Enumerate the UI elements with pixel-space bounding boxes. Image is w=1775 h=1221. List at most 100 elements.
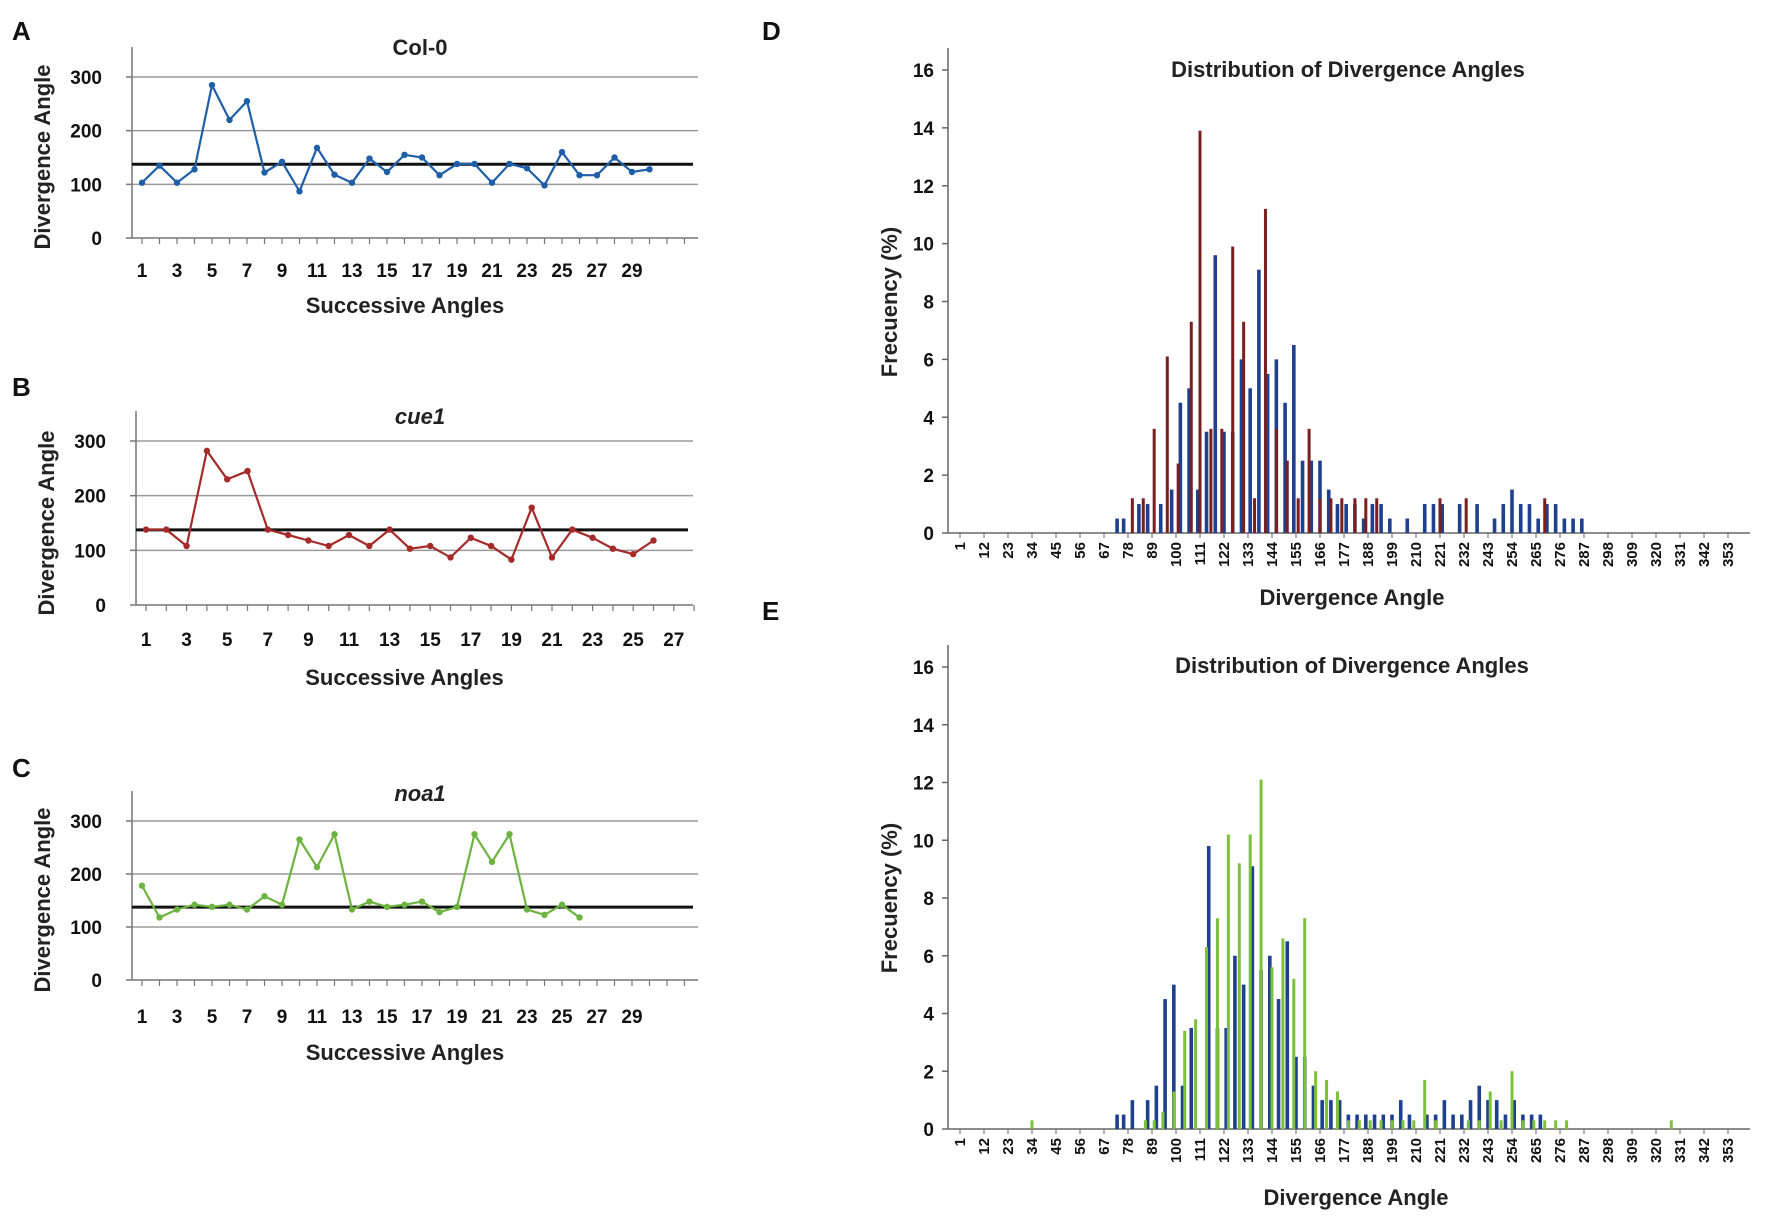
panel-c-xtick-label: 25	[551, 1007, 573, 1028]
panel-a-data-point	[226, 116, 233, 124]
panel-b-data-point	[447, 554, 454, 561]
panel-d-bar-col-0	[1326, 489, 1331, 533]
panel-e-bar-col-0	[1233, 955, 1237, 1129]
panel-a-x-axis-label: Successive Angles	[306, 293, 505, 318]
panel-c-xtick-label: 1	[137, 1007, 148, 1028]
panel-b-ytick-label: 100	[74, 541, 106, 562]
panel-b-data-point	[163, 526, 170, 533]
panel-c-xtick-label: 23	[516, 1007, 537, 1028]
panel-e-bar-noa1	[1390, 1120, 1394, 1129]
panel-e-bar-col-0	[1115, 1114, 1119, 1129]
panel-c-x-axis-label: Successive Angles	[306, 1040, 505, 1065]
panel-d-xtick-label: 1	[952, 542, 969, 550]
panel-e-y-axis-label: Frecuency (%)	[877, 823, 902, 973]
panel-d-xtick-label: 155	[1288, 542, 1305, 567]
panel-d-bar-col-0	[1536, 518, 1540, 533]
panel-a-data-point	[191, 166, 198, 173]
panel-d-xtick-label: 254	[1504, 541, 1521, 567]
panel-d-bar-col-0	[1115, 518, 1119, 533]
panel-d-bar-cue1	[1209, 428, 1213, 533]
panel-e-bar-col-0	[1130, 1100, 1135, 1129]
panel-e-bar-col-0	[1477, 1085, 1482, 1129]
panel-d-bar-cue1	[1263, 208, 1267, 533]
panel-d-xtick-label: 298	[1600, 542, 1617, 567]
panel-d-bar-col-0	[1178, 402, 1183, 533]
panel-d-xtick-label: 177	[1336, 542, 1353, 567]
panel-e-bar-col-0	[1503, 1114, 1508, 1129]
panel-a-xtick-label: 17	[411, 261, 432, 282]
panel-d-xtick-label: 144	[1264, 541, 1281, 567]
panel-a-data-point	[611, 154, 618, 161]
panel-c-ytick-label: 200	[70, 865, 102, 886]
panel-d-bar-col-0	[1300, 460, 1305, 533]
panel-d-label: D	[762, 16, 781, 46]
panel-b-data-point	[528, 504, 535, 511]
panel-a-data-point	[541, 182, 548, 189]
panel-d-bar-col-0	[1379, 504, 1383, 533]
panel-d-bar-col-0	[1545, 504, 1549, 533]
panel-b-data-point	[589, 534, 596, 541]
panel-e-xtick-label: 320	[1648, 1138, 1665, 1163]
panel-e-ytick-label: 12	[913, 774, 934, 795]
panel-b-xtick-label: 5	[222, 630, 233, 651]
panel-e-bar-noa1	[1183, 1030, 1187, 1129]
panel-b-xtick-label: 9	[303, 630, 314, 651]
panel-e-ytick-label: 2	[923, 1062, 934, 1083]
panel-a-xtick-label: 25	[551, 261, 573, 282]
panel-d-bar-col-0	[1196, 489, 1200, 533]
panel-e-bar-noa1	[1554, 1120, 1558, 1129]
panel-c-data-point	[173, 906, 181, 913]
panel-a-xtick-label: 11	[307, 261, 328, 282]
panel-b-data-point	[345, 531, 353, 539]
panel-e-xtick-label: 342	[1696, 1138, 1713, 1163]
panel-c-data-point	[313, 863, 321, 871]
panel-c-data-point	[191, 901, 198, 908]
panel-a-data-point	[418, 154, 426, 161]
panel-e-bar-col-0	[1442, 1100, 1447, 1129]
panel-e-xtick-label: 1	[952, 1138, 969, 1146]
panel-e-xtick-label: 144	[1264, 1137, 1281, 1163]
panel-e-xtick-label: 155	[1288, 1138, 1305, 1163]
panel-e-xtick-label: 265	[1528, 1138, 1545, 1163]
panel-c-data-point	[331, 831, 338, 838]
panel-b-title: cue1	[395, 404, 445, 429]
panel-c-ytick-label: 0	[91, 971, 102, 992]
panel-c-xtick-label: 5	[207, 1007, 218, 1028]
panel-e-xtick-label: 298	[1600, 1138, 1617, 1163]
panel-d-bar-col-0	[1431, 504, 1436, 533]
panel-e-xtick-label: 78	[1120, 1138, 1137, 1155]
panel-c-xtick-label: 15	[376, 1007, 398, 1028]
panel-d-xtick-label: 34	[1024, 541, 1041, 558]
panel-a-data-point	[558, 148, 566, 156]
panel-b-data-point	[487, 542, 495, 550]
panel-b-xtick-label: 15	[420, 630, 442, 651]
panel-d-xtick-label: 210	[1408, 542, 1425, 567]
panel-e-bar-noa1	[1325, 1079, 1329, 1129]
panel-e-xtick-label: 188	[1360, 1138, 1377, 1163]
panel-a-xtick-label: 1	[137, 261, 148, 282]
panel-d-ytick-label: 14	[913, 119, 935, 140]
panel-e-bar-noa1	[1543, 1120, 1547, 1129]
panel-a-data-point	[261, 169, 268, 176]
panel-d-bar-cue1	[1329, 498, 1333, 533]
panel-b-data-point	[224, 476, 231, 483]
panel-d-xtick-label: 287	[1576, 542, 1593, 567]
panel-c-data-point	[243, 906, 251, 913]
panel-e-xtick-label: 12	[976, 1138, 993, 1155]
panel-e-bar-noa1	[1281, 938, 1285, 1129]
panel-e-bar-noa1	[1368, 1120, 1372, 1129]
panel-e-xtick-label: 166	[1312, 1138, 1329, 1163]
panel-c-data-point	[278, 901, 286, 908]
panel-d-xtick-label: 221	[1432, 542, 1449, 567]
panel-d-xtick-label: 353	[1720, 542, 1737, 567]
panel-b-xtick-label: 27	[663, 630, 684, 651]
panel-a-xtick-label: 5	[207, 261, 218, 282]
panel-e-xtick-label: 254	[1504, 1137, 1521, 1163]
panel-a-data-point	[628, 168, 636, 176]
panel-c-data-point	[488, 858, 496, 866]
panel-e-xtick-label: 89	[1144, 1138, 1161, 1155]
panel-d-bar-cue1	[1296, 498, 1300, 533]
panel-d-bar-col-0	[1440, 504, 1444, 533]
panel-d-xtick-label: 188	[1360, 542, 1377, 567]
panel-a-data-point	[278, 158, 286, 165]
